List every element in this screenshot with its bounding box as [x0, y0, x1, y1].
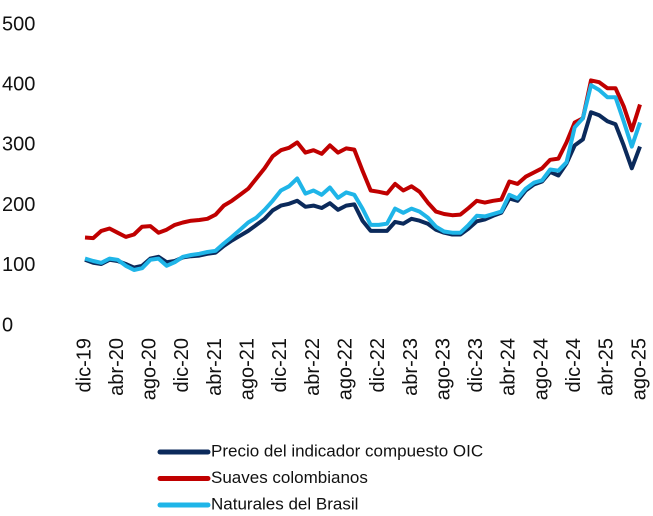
x-tick-label: dic-24 [563, 338, 585, 392]
series-line [84, 110, 642, 270]
x-tick-label: dic-19 [73, 338, 95, 392]
y-tick-label: 400 [2, 73, 35, 95]
y-tick-label: 100 [2, 254, 35, 276]
x-tick-label: abr-20 [106, 338, 128, 396]
x-tick-label: ago-22 [334, 338, 356, 400]
y-tick-label: 200 [2, 194, 35, 216]
legend-label: Naturales del Brasil [211, 494, 358, 513]
x-tick-label: ago-24 [530, 338, 552, 400]
x-tick-label: abr-22 [302, 338, 324, 396]
y-tick-label: 500 [2, 13, 35, 35]
x-tick-label: dic-21 [269, 338, 291, 392]
legend-label: Suaves colombianos [211, 468, 368, 487]
series-line [84, 78, 642, 241]
x-tick-label: abr-23 [400, 338, 422, 396]
x-tick-label: abr-25 [596, 338, 618, 396]
x-tick-label: dic-20 [171, 338, 193, 392]
y-tick-label: 300 [2, 134, 35, 156]
x-tick-label: abr-24 [498, 338, 520, 396]
series-line [84, 83, 642, 272]
x-tick-label: abr-21 [204, 338, 226, 396]
x-tick-label: dic-23 [465, 338, 487, 392]
y-tick-label: 0 [2, 314, 13, 336]
x-tick-label: dic-22 [367, 338, 389, 392]
x-tick-label: ago-25 [628, 338, 650, 400]
x-tick-label: ago-21 [237, 338, 259, 400]
legend-label: Precio del indicador compuesto OIC [211, 441, 483, 460]
x-tick-label: ago-20 [139, 338, 161, 400]
x-tick-label: ago-23 [432, 338, 454, 400]
